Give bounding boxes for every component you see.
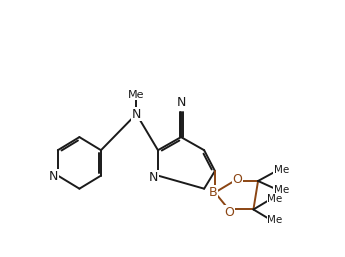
Text: N: N [49, 170, 58, 183]
Text: O: O [232, 173, 242, 186]
Text: Me: Me [274, 185, 289, 195]
Text: Me: Me [128, 90, 145, 100]
Text: B: B [209, 186, 218, 199]
Text: N: N [176, 96, 186, 109]
Text: N: N [132, 107, 141, 121]
Text: Me: Me [267, 194, 283, 204]
Text: O: O [225, 206, 235, 219]
Text: Me: Me [267, 215, 283, 225]
Text: N: N [149, 171, 158, 184]
Text: Me: Me [274, 165, 289, 175]
